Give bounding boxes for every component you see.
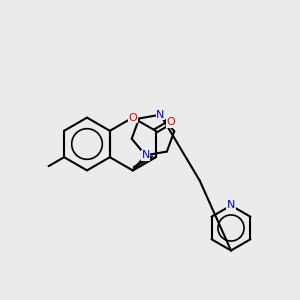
Text: O: O	[166, 117, 175, 127]
Text: N: N	[156, 110, 165, 120]
Text: N: N	[141, 150, 150, 160]
Text: O: O	[128, 112, 137, 123]
Text: N: N	[227, 200, 235, 211]
